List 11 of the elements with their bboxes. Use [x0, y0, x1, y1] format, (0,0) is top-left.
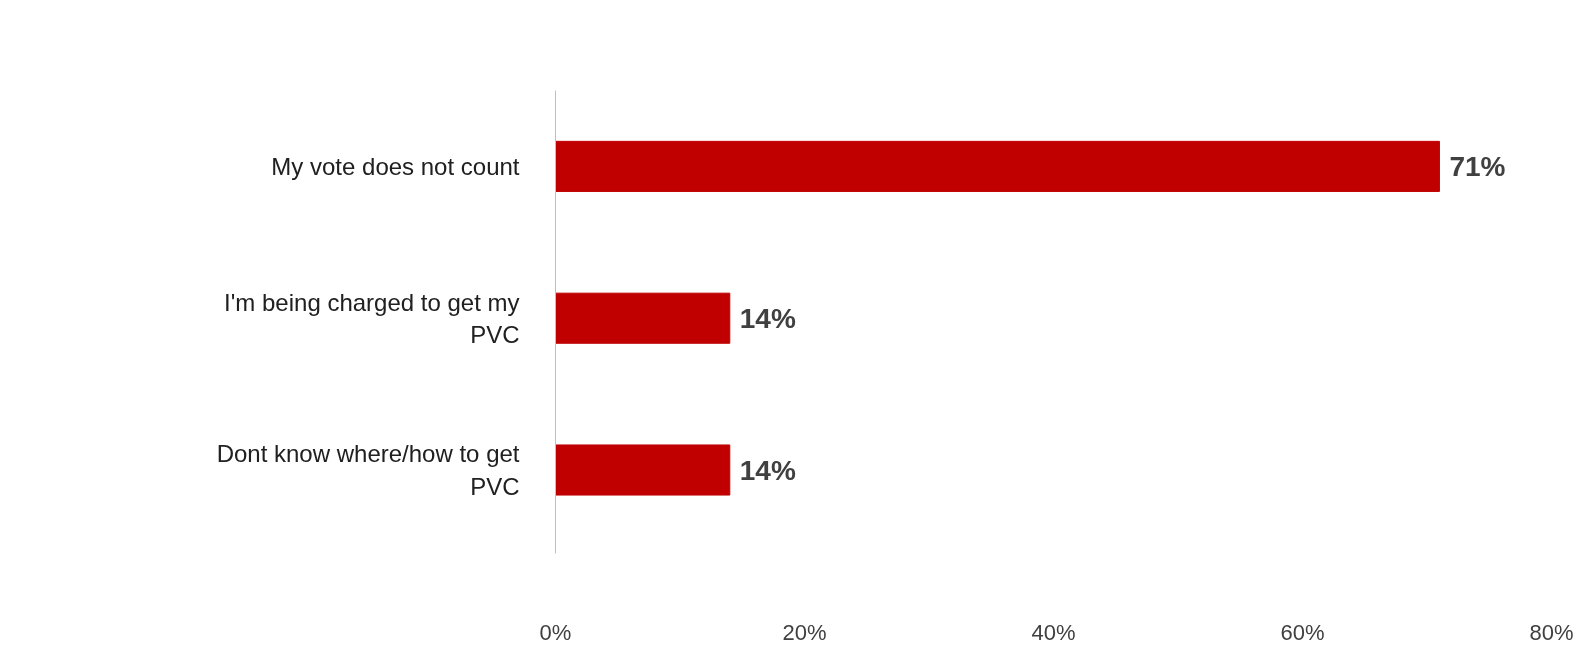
- x-tick-label: 20%: [782, 619, 827, 645]
- x-tick-label: 0%: [539, 619, 572, 645]
- y-tick-label: I'm being charged to get my PVC: [224, 288, 520, 348]
- data-label: 14%: [739, 454, 796, 486]
- data-label: 14%: [739, 302, 796, 334]
- y-tick-label: Dont know where/how to get PVC: [216, 440, 520, 500]
- x-tick-label: 40%: [1031, 619, 1076, 645]
- x-tick-label: 80%: [1529, 619, 1574, 645]
- x-tick-label: 60%: [1280, 619, 1325, 645]
- data-label: 71%: [1449, 150, 1506, 182]
- y-tick-label: My vote does not count: [271, 152, 520, 180]
